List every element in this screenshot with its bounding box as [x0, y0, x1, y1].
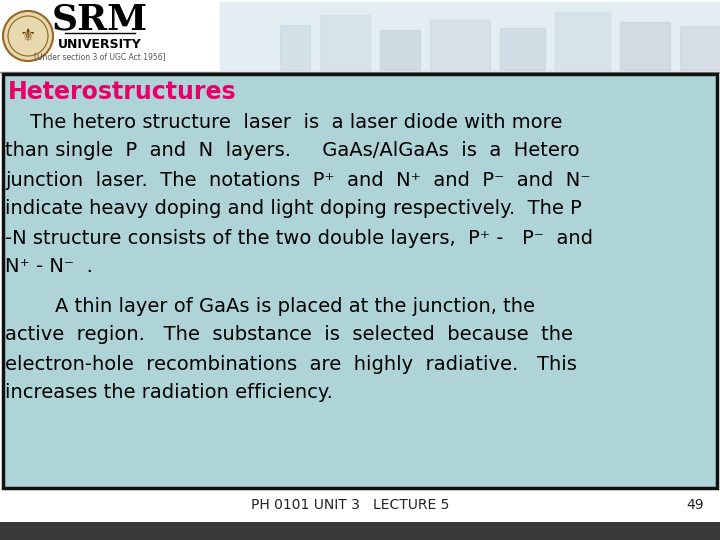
Bar	[3, 74, 717, 488]
Text: -N structure consists of the two double layers,  P⁺ -   P⁻  and: -N structure consists of the two double …	[5, 228, 593, 247]
Text: The hetero structure  laser  is  a laser diode with more: The hetero structure laser is a laser di…	[5, 112, 562, 132]
Bar	[620, 22, 670, 70]
Text: 49: 49	[686, 498, 704, 512]
Text: junction  laser.  The  notations  P⁺  and  N⁺  and  P⁻  and  N⁻: junction laser. The notations P⁺ and N⁺ …	[5, 171, 590, 190]
Text: A thin layer of GaAs is placed at the junction, the: A thin layer of GaAs is placed at the ju…	[5, 296, 535, 315]
Text: indicate heavy doping and light doping respectively.  The P: indicate heavy doping and light doping r…	[5, 199, 582, 219]
FancyBboxPatch shape	[0, 522, 720, 540]
Circle shape	[3, 11, 53, 61]
Text: SRM: SRM	[52, 3, 148, 37]
Bar	[0, 0, 720, 72]
Text: than single  P  and  N  layers.     GaAs/AlGaAs  is  a  Hetero: than single P and N layers. GaAs/AlGaAs …	[5, 141, 580, 160]
Text: [Under section 3 of UGC Act 1956]: [Under section 3 of UGC Act 1956]	[34, 52, 166, 62]
Text: Heterostructures: Heterostructures	[8, 80, 237, 104]
Text: ⚜: ⚜	[20, 27, 36, 45]
Text: active  region.   The  substance  is  selected  because  the: active region. The substance is selected…	[5, 326, 573, 345]
Text: increases the radiation efficiency.: increases the radiation efficiency.	[5, 383, 333, 402]
Bar	[380, 30, 420, 70]
Bar	[680, 26, 720, 70]
Bar	[430, 20, 490, 70]
Bar	[280, 25, 310, 70]
Bar	[500, 28, 545, 70]
Text: electron-hole  recombinations  are  highly  radiative.   This: electron-hole recombinations are highly …	[5, 354, 577, 374]
Bar	[555, 12, 610, 70]
Text: UNIVERSITY: UNIVERSITY	[58, 37, 142, 51]
Text: N⁺ - N⁻  .: N⁺ - N⁻ .	[5, 258, 93, 276]
Bar	[320, 15, 370, 70]
Bar	[220, 2, 720, 70]
Text: PH 0101 UNIT 3   LECTURE 5: PH 0101 UNIT 3 LECTURE 5	[251, 498, 449, 512]
